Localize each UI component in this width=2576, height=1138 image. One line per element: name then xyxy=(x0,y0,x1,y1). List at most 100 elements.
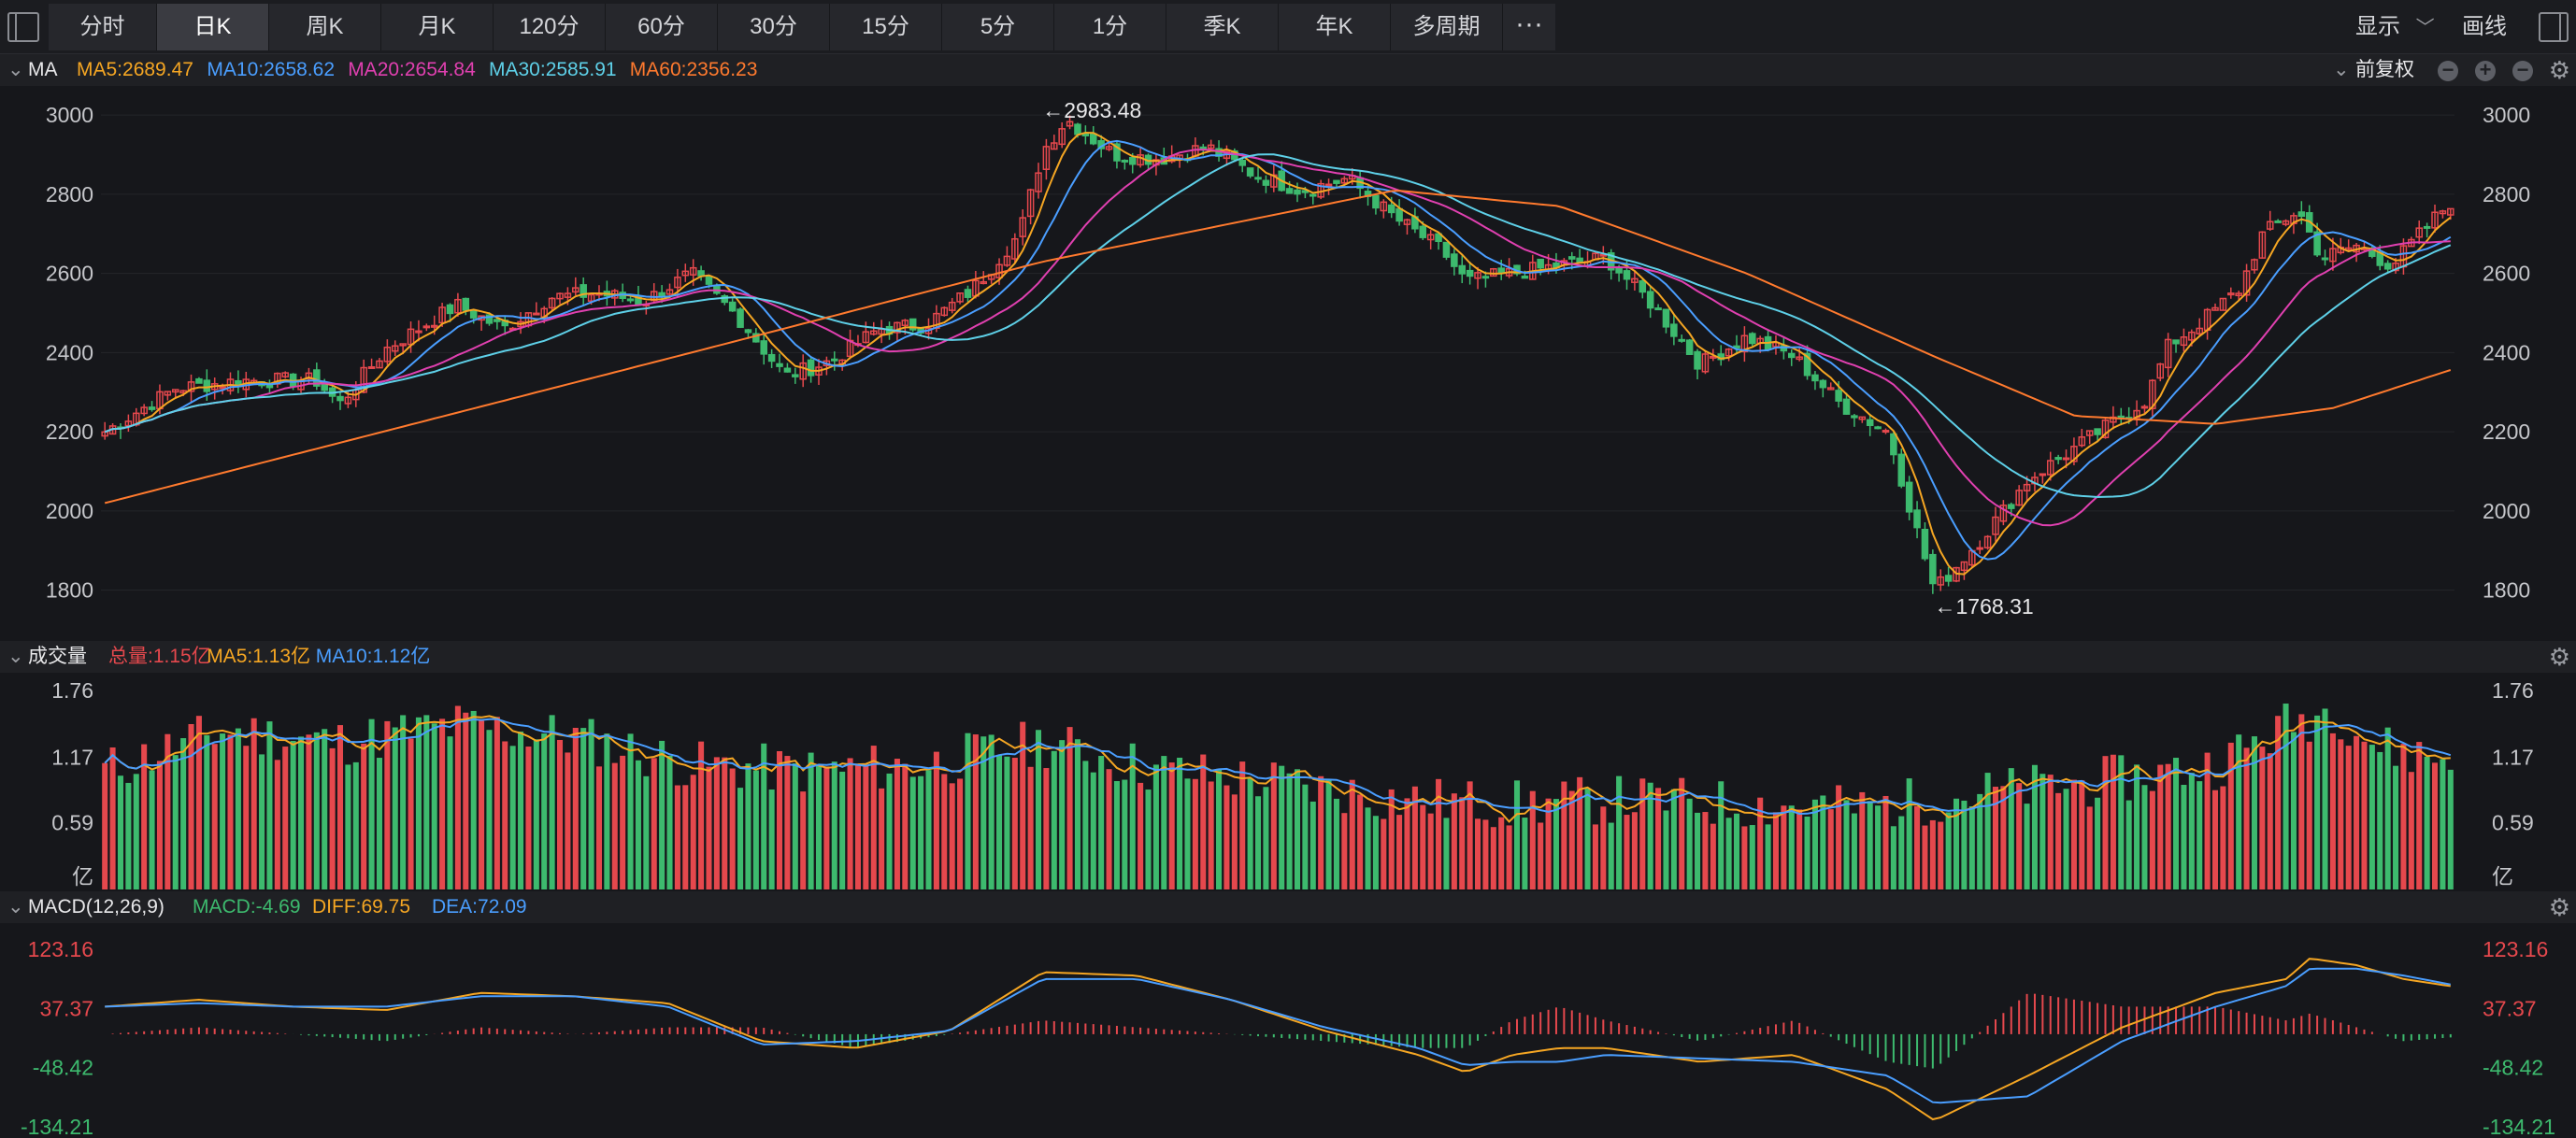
candlestick-chart[interactable]: 1800 1800 2000 2000 2200 2200 2400 2400 2600 2600… xyxy=(0,86,2576,639)
ma30-line xyxy=(104,153,2452,499)
volume-bar xyxy=(1043,768,1050,889)
candle-body xyxy=(2447,207,2454,216)
volume-bar xyxy=(2440,759,2446,889)
volume-bar xyxy=(651,758,657,889)
volume-title[interactable]: 成交量 xyxy=(28,646,87,667)
minus-icon[interactable]: − xyxy=(2438,60,2458,81)
adjust-mode-label[interactable]: 前复权 xyxy=(2355,59,2414,80)
candle-body xyxy=(1089,133,1097,145)
tab-6[interactable]: 60分 xyxy=(606,4,718,50)
tab-13[interactable]: 多周期 xyxy=(1391,4,1503,50)
candle-body xyxy=(1474,272,1481,279)
volume-bar xyxy=(1020,721,1026,889)
candle-body xyxy=(1874,426,1882,430)
plus-icon[interactable]: + xyxy=(2475,60,2496,81)
volume-bar xyxy=(2102,756,2109,889)
macd-title[interactable]: MACD(12,26,9) xyxy=(28,896,165,918)
more-periods-button[interactable]: ··· xyxy=(1503,4,1555,50)
candle-body xyxy=(1301,190,1309,193)
volume-bar xyxy=(572,727,579,889)
minus-icon[interactable]: − xyxy=(2512,60,2533,81)
tab-9[interactable]: 5分 xyxy=(942,4,1054,50)
volume-bar xyxy=(298,736,305,889)
display-menu-button[interactable]: 显示 ﹀ xyxy=(2355,4,2435,50)
volume-bar xyxy=(2086,806,2093,889)
volume-bar xyxy=(392,727,398,889)
tab-8[interactable]: 15分 xyxy=(830,4,942,50)
candle-body xyxy=(2094,428,2101,435)
gear-icon[interactable]: ⚙ xyxy=(2548,56,2570,84)
volume-bar xyxy=(729,768,736,889)
side-panel-toggle-icon[interactable] xyxy=(2539,12,2569,42)
tab-2[interactable]: 日K xyxy=(157,4,269,50)
volume-bar xyxy=(1443,818,1450,889)
candle-body xyxy=(1631,277,1639,283)
volume-bar xyxy=(2039,774,2046,889)
volume-bar xyxy=(1538,822,1544,889)
y-tick-label-right: 1.76 xyxy=(2492,678,2534,703)
y-tick-label-right: -48.42 xyxy=(2483,1056,2543,1080)
candle-body xyxy=(728,301,737,312)
volume-bar xyxy=(156,761,163,889)
candle-body xyxy=(1387,204,1395,214)
volume-bar xyxy=(2188,773,2195,889)
candle-body xyxy=(1851,415,1858,419)
adjust-caret-icon[interactable]: ⌄ xyxy=(2333,59,2350,80)
collapse-caret-icon[interactable]: ⌄ xyxy=(7,59,24,80)
volume-bar xyxy=(1074,739,1080,889)
volume-bar xyxy=(2204,752,2211,889)
candle-body xyxy=(2211,306,2219,311)
tab-5[interactable]: 120分 xyxy=(494,4,606,50)
candle-body xyxy=(187,381,195,392)
candle-body xyxy=(783,367,792,373)
volume-bar xyxy=(792,762,798,889)
volume-bar xyxy=(620,755,626,889)
candle-body xyxy=(1466,269,1474,277)
candle-body xyxy=(862,331,870,344)
volume-bar xyxy=(1357,794,1364,889)
collapse-caret-icon[interactable]: ⌄ xyxy=(7,896,24,918)
candle-body xyxy=(1035,172,1042,192)
candle-body xyxy=(101,431,108,437)
volume-bar xyxy=(595,766,602,889)
y-tick-label-left: 0.59 xyxy=(51,811,93,835)
tab-7[interactable]: 30分 xyxy=(718,4,830,50)
gear-icon[interactable]: ⚙ xyxy=(2548,643,2570,671)
volume-bar xyxy=(1098,756,1105,889)
candle-body xyxy=(2282,220,2290,225)
tab-11[interactable]: 季K xyxy=(1166,4,1279,50)
volume-chart[interactable]: 1.76 1.76 1.17 1.17 0.59 0.59 亿 亿 xyxy=(0,673,2576,889)
volume-bar xyxy=(336,725,344,889)
draw-lines-button[interactable]: 画线 xyxy=(2462,14,2507,39)
volume-bar xyxy=(2055,792,2062,889)
gear-icon[interactable]: ⚙ xyxy=(2548,893,2570,921)
tab-10[interactable]: 1分 xyxy=(1054,4,1166,50)
volume-bar xyxy=(847,758,853,889)
candle-body xyxy=(1913,509,1921,529)
ma-indicator-name[interactable]: MA xyxy=(28,59,58,80)
volume-bar xyxy=(1781,805,1787,889)
tab-1[interactable]: 分时 xyxy=(49,4,157,50)
candle-body xyxy=(1380,201,1388,212)
candle-body xyxy=(2227,292,2235,296)
volume-bar xyxy=(2118,755,2125,889)
volume-bar xyxy=(957,778,964,889)
layout-toggle-icon[interactable] xyxy=(7,12,39,42)
volume-bar xyxy=(902,763,909,889)
volume-bar xyxy=(1506,825,1512,889)
tab-12[interactable]: 年K xyxy=(1279,4,1391,50)
candle-body xyxy=(1458,264,1467,275)
volume-bar xyxy=(2447,769,2454,889)
volume-bar xyxy=(533,739,539,889)
tab-3[interactable]: 周K xyxy=(269,4,381,50)
macd-chart[interactable]: 123.16 123.16 37.37 37.37 -48.42 -48.42 -134.2… xyxy=(0,923,2576,1138)
volume-bar xyxy=(1349,779,1355,889)
volume-bar xyxy=(1122,779,1128,889)
volume-bar xyxy=(682,785,689,889)
volume-bar xyxy=(525,747,532,889)
tab-4[interactable]: 月K xyxy=(381,4,494,50)
collapse-caret-icon[interactable]: ⌄ xyxy=(7,646,24,667)
volume-bar xyxy=(1702,812,1709,889)
candle-body xyxy=(1724,348,1733,357)
volume-bar xyxy=(352,761,359,889)
